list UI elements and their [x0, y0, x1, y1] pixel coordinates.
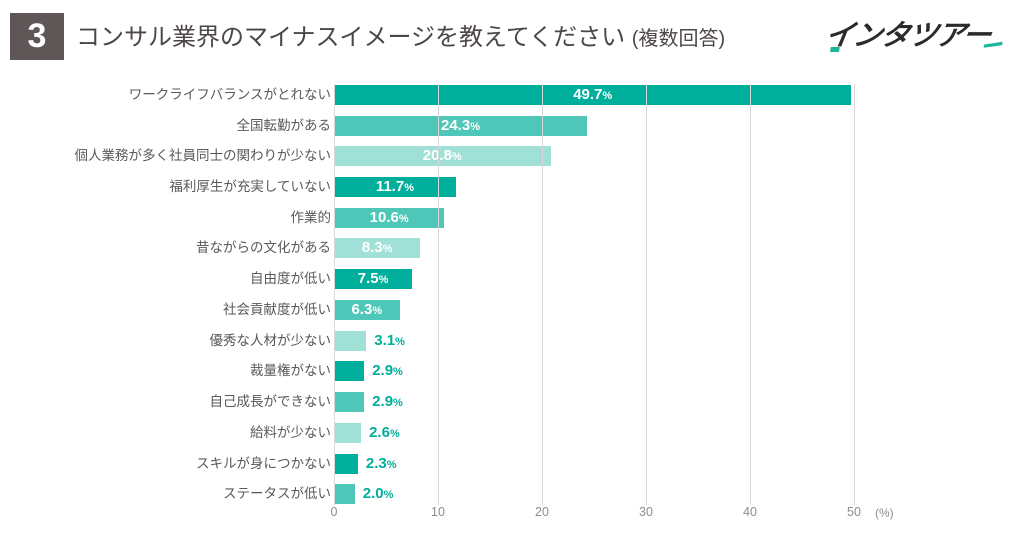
svg-text:インタツアー: インタツアー	[828, 20, 995, 52]
